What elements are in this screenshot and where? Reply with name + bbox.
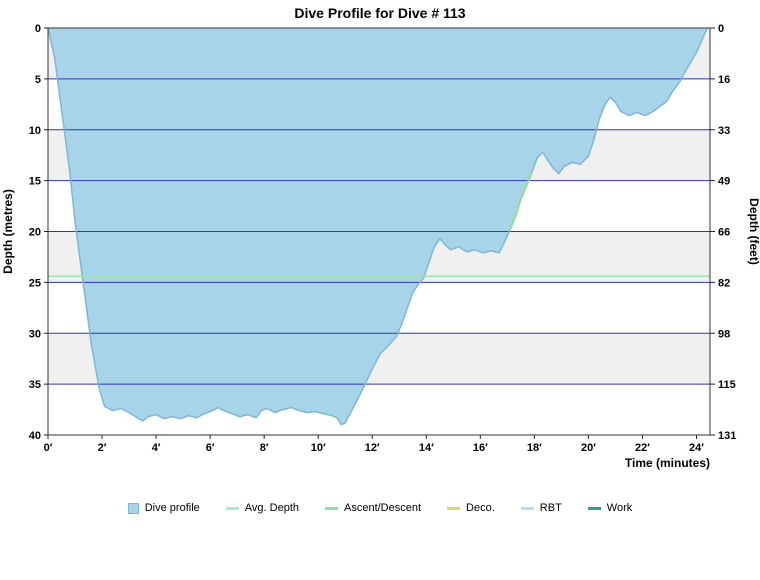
y-tick-label-left: 0 <box>35 23 41 35</box>
x-tick-label: 12′ <box>365 442 380 454</box>
x-tick-label: 24′ <box>689 442 704 454</box>
y-tick-label-left: 15 <box>29 176 41 188</box>
legend-label-ascent-descent: Ascent/Descent <box>344 502 422 514</box>
y-axis-title-left: Depth (metres) <box>1 189 15 274</box>
y-tick-label-right: 82 <box>718 277 730 289</box>
legend-swatch-ascent-descent <box>325 506 338 510</box>
y-tick-label-left: 35 <box>29 379 41 391</box>
legend-item-avg-depth: Avg. Depth <box>225 502 299 514</box>
legend-swatch-rbt <box>520 506 534 510</box>
legend-swatch-deco <box>447 506 461 510</box>
legend-item-work: Work <box>587 502 633 514</box>
y-tick-label-right: 49 <box>718 176 730 188</box>
x-tick-label: 8′ <box>260 442 269 454</box>
y-tick-label-left: 30 <box>29 328 41 340</box>
x-axis-title: Time (minutes) <box>624 456 710 470</box>
legend-swatch-avg-depth <box>225 506 239 510</box>
y-tick-label-right: 98 <box>718 328 730 340</box>
legend-label-work: Work <box>606 502 633 514</box>
x-tick-label: 14′ <box>419 442 434 454</box>
x-tick-label: 16′ <box>473 442 488 454</box>
legend-item-ascent-descent: Ascent/Descent <box>325 502 421 514</box>
legend-item-dive-profile: Dive profile <box>127 502 200 514</box>
legend-label-rbt: RBT <box>539 502 562 514</box>
x-tick-label: 18′ <box>527 442 542 454</box>
x-tick-label: 10′ <box>311 442 326 454</box>
legend-swatch-dive-profile <box>127 502 139 514</box>
legend-label-deco: Deco. <box>466 502 495 514</box>
x-tick-label: 22′ <box>635 442 650 454</box>
legend-item-rbt: RBT <box>520 502 562 514</box>
dive-profile-area <box>48 28 708 425</box>
chart-title: Dive Profile for Dive # 113 <box>294 5 466 21</box>
y-tick-label-right: 16 <box>718 74 730 86</box>
dive-profile-chart: 0 5 10 15 20 25 30 35 40 0 16 33 49 66 82 98 115 131 0′ 2′ 4… <box>1 23 760 454</box>
y-axis-title-right: Depth (feet) <box>747 198 760 265</box>
y-tick-label-left: 40 <box>29 430 41 442</box>
y-tick-label-right: 0 <box>718 23 724 35</box>
y-tick-label-right: 131 <box>718 430 736 442</box>
y-tick-label-right: 66 <box>718 227 730 239</box>
x-tick-label: 4′ <box>152 442 161 454</box>
dive-profile-outline <box>47 27 708 426</box>
ascent-descent-line <box>509 172 533 230</box>
x-tick-label: 0′ <box>44 442 53 454</box>
y-tick-label-right: 33 <box>718 125 730 137</box>
x-tick-label: 6′ <box>206 442 215 454</box>
chart-legend: Dive profile Avg. Depth Ascent/Descent Deco… <box>0 502 760 514</box>
x-tick-label: 2′ <box>98 442 107 454</box>
legend-label-dive-profile: Dive profile <box>144 502 200 514</box>
y-tick-label-left: 5 <box>35 74 41 86</box>
y-tick-label-left: 25 <box>29 277 41 289</box>
y-tick-label-left: 20 <box>29 227 41 239</box>
legend-label-avg-depth: Avg. Depth <box>244 502 299 514</box>
legend-item-deco: Deco. <box>447 502 495 514</box>
legend-swatch-work <box>587 506 601 510</box>
x-tick-label: 20′ <box>581 442 596 454</box>
y-tick-label-right: 115 <box>718 379 736 391</box>
y-tick-label-left: 10 <box>29 125 41 137</box>
